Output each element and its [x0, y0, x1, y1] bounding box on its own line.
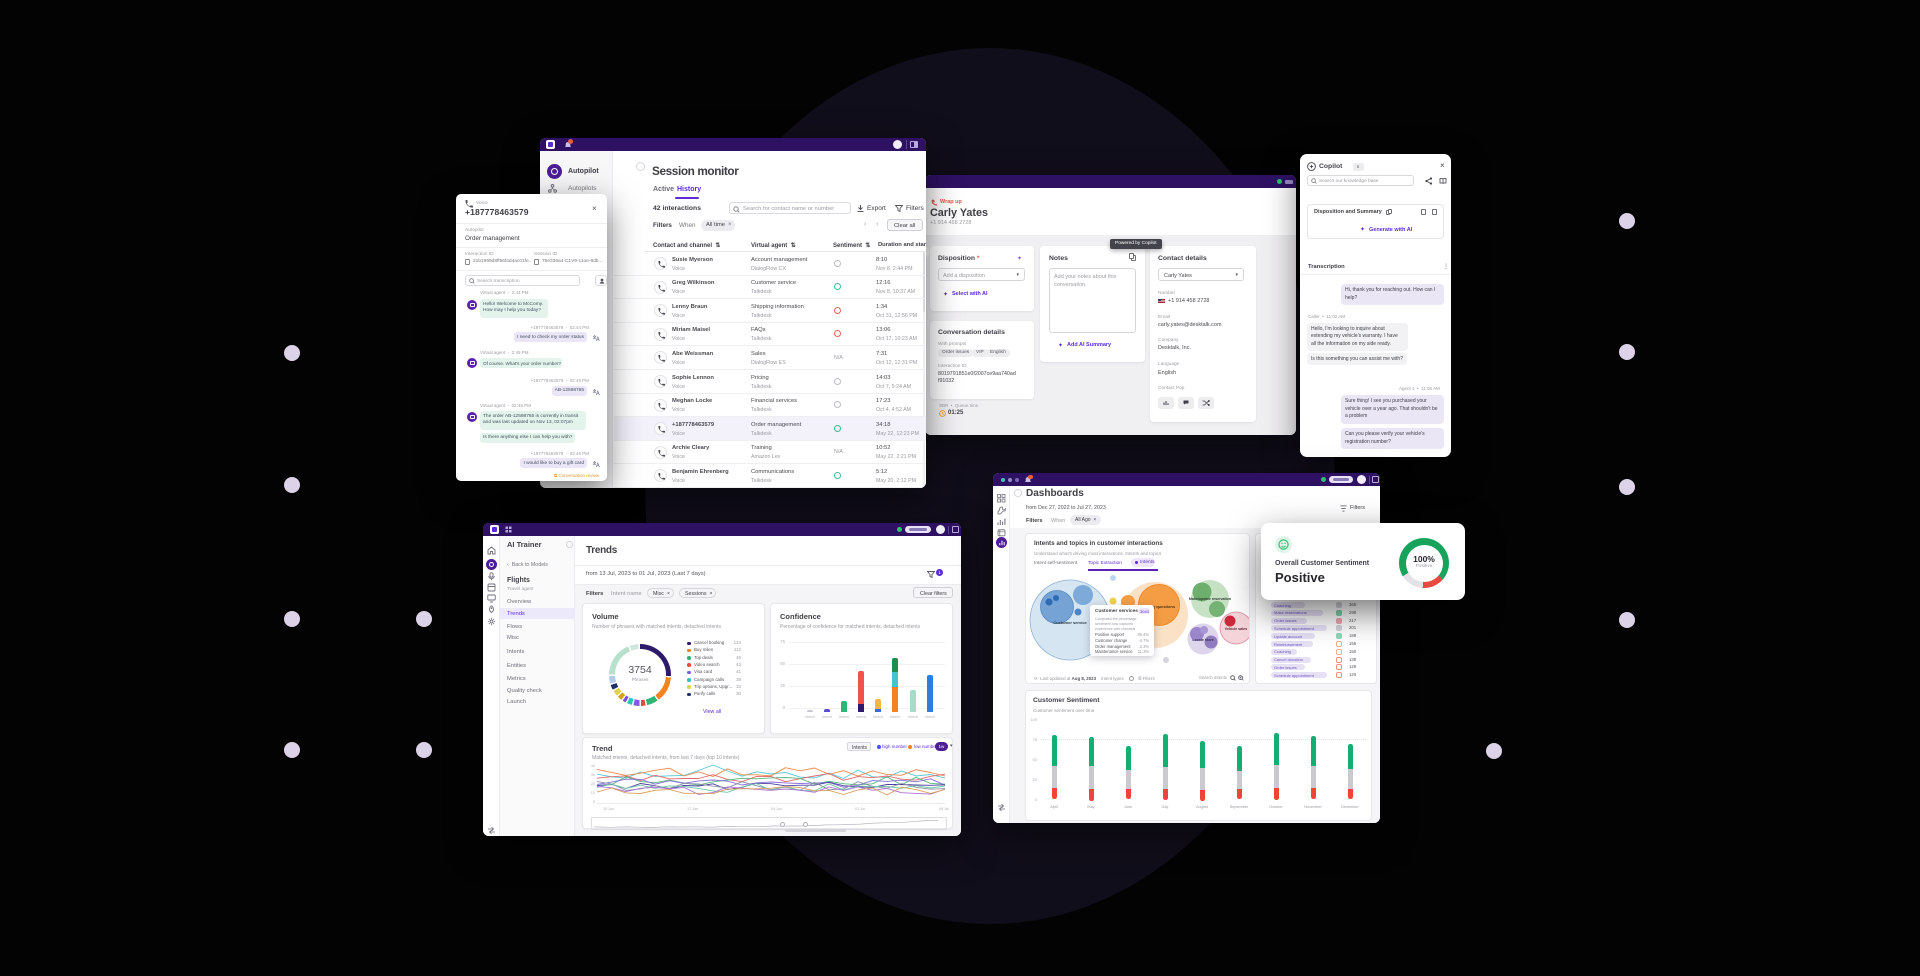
svg-text:Billing questions: Billing questions — [1143, 604, 1176, 609]
svg-text:Make/update reservation: Make/update reservation — [1189, 597, 1231, 601]
svg-text:Locate store: Locate store — [1192, 638, 1213, 642]
svg-text:Customer service: Customer service — [1053, 620, 1087, 625]
svg-text:Vehicle sales: Vehicle sales — [1225, 627, 1247, 631]
